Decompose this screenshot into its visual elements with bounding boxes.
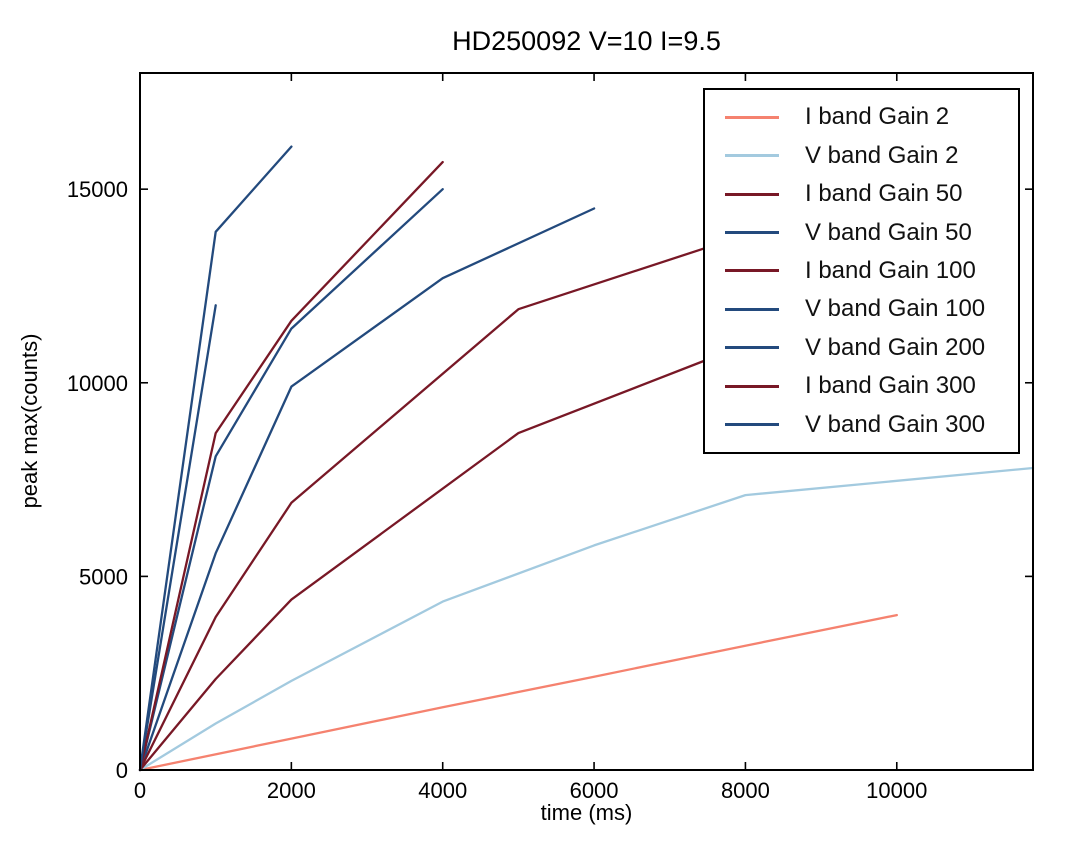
series-line-8 bbox=[138, 145, 293, 772]
legend-item: V band Gain 2 bbox=[705, 142, 1018, 170]
axes-spines bbox=[139, 72, 1034, 771]
legend-label: V band Gain 100 bbox=[805, 295, 986, 323]
legend-label: I band Gain 2 bbox=[805, 103, 950, 131]
y-axis-label: peak max(counts) bbox=[17, 333, 42, 509]
legend: I band Gain 2 V band Gain 2 I band Gain 50… bbox=[703, 88, 1020, 454]
x-tick-label: 0 bbox=[134, 778, 146, 803]
series-line-0 bbox=[138, 613, 898, 772]
y-tick-label: 5000 bbox=[79, 564, 128, 589]
legend-label: I band Gain 300 bbox=[805, 372, 976, 400]
chart-title: HD250092 V=10 I=9.5 bbox=[452, 26, 721, 56]
x-tick-label: 10000 bbox=[866, 778, 927, 803]
legend-line-swatch bbox=[725, 154, 779, 158]
legend-label: I band Gain 50 bbox=[805, 180, 963, 208]
legend-line-swatch bbox=[725, 346, 779, 350]
x-tick-label: 6000 bbox=[570, 778, 619, 803]
legend-line-swatch bbox=[725, 423, 779, 427]
x-axis-label: time (ms) bbox=[540, 800, 633, 825]
legend-item: I band Gain 2 bbox=[705, 103, 1018, 131]
x-tick-label: 2000 bbox=[267, 778, 316, 803]
legend-item: V band Gain 50 bbox=[705, 219, 1018, 247]
legend-item: V band Gain 300 bbox=[705, 411, 1018, 439]
legend-line-swatch bbox=[725, 269, 779, 273]
legend-item: I band Gain 50 bbox=[705, 180, 1018, 208]
legend-line-swatch bbox=[725, 115, 779, 119]
y-tick-label: 0 bbox=[116, 758, 128, 783]
series-line-3 bbox=[138, 207, 596, 772]
legend-item: I band Gain 300 bbox=[705, 372, 1018, 400]
legend-item: V band Gain 100 bbox=[705, 295, 1018, 323]
series-line-1 bbox=[138, 466, 1035, 772]
x-tick-label: 4000 bbox=[418, 778, 467, 803]
legend-item: I band Gain 100 bbox=[705, 257, 1018, 285]
legend-label: V band Gain 50 bbox=[805, 218, 972, 246]
series-line-2 bbox=[138, 358, 709, 772]
series-line-7 bbox=[138, 160, 444, 772]
series-line-4 bbox=[138, 246, 709, 772]
x-tick-label: 8000 bbox=[721, 778, 770, 803]
series-line-5 bbox=[138, 188, 444, 772]
legend-label: V band Gain 300 bbox=[805, 410, 986, 438]
legend-line-swatch bbox=[725, 231, 779, 235]
series-line-6 bbox=[138, 304, 217, 772]
y-tick-label: 15000 bbox=[67, 177, 128, 202]
legend-line-swatch bbox=[725, 384, 779, 388]
legend-label: V band Gain 200 bbox=[805, 333, 986, 361]
legend-item: V band Gain 200 bbox=[705, 334, 1018, 362]
legend-label: V band Gain 2 bbox=[805, 141, 959, 169]
legend-label: I band Gain 100 bbox=[805, 256, 976, 284]
legend-line-swatch bbox=[725, 307, 779, 311]
y-tick-label: 10000 bbox=[67, 371, 128, 396]
legend-line-swatch bbox=[725, 192, 779, 196]
